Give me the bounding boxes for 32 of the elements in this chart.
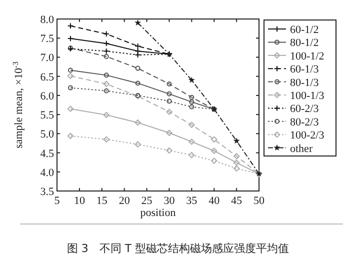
x-tick-label: 10 [74, 195, 86, 207]
y-tick-label: 4.5 [40, 148, 54, 160]
x-tick-label: 35 [186, 195, 198, 207]
x-tick-label: 15 [96, 195, 108, 207]
x-axis-title: position [140, 207, 176, 219]
legend-label: 60-1/2 [290, 24, 319, 36]
legend-label: 80-1/3 [290, 76, 320, 89]
y-tick-label: 7.5 [40, 33, 54, 46]
legend-label: 100-2/3 [290, 130, 325, 142]
y-tick-label: 4.0 [40, 166, 54, 179]
x-tick-label: 30 [164, 195, 176, 207]
legend-label: 60-2/3 [290, 103, 320, 116]
legend-label: 80-1/2 [290, 37, 319, 50]
x-tick-label: 50 [254, 195, 265, 207]
caption: 图 3 不同 T 型磁芯结构磁场感应强度平均值 [66, 242, 290, 255]
y-tick-label: 3.5 [40, 186, 54, 198]
x-tick-label: 5 [54, 195, 60, 207]
x-tick-label: 40 [208, 195, 220, 207]
x-tick-label: 45 [231, 195, 243, 207]
x-tick-label: 25 [141, 195, 153, 207]
x-tick-label: 20 [118, 195, 130, 207]
legend-label: 100-1/2 [290, 50, 324, 62]
y-tick-label: 8.0 [40, 14, 54, 26]
y-tick-label: 5.5 [40, 110, 54, 122]
y-tick-label: 7.0 [40, 52, 54, 64]
legend-label: 60-1/3 [290, 64, 320, 76]
legend-label: 80-2/3 [290, 116, 320, 128]
y-tick-label: 6.0 [40, 90, 54, 102]
y-tick-label: 6.5 [40, 71, 54, 84]
legend-label: 100-1/3 [290, 90, 325, 102]
legend-label: other [290, 142, 313, 155]
y-tick-label: 5.0 [40, 128, 54, 141]
